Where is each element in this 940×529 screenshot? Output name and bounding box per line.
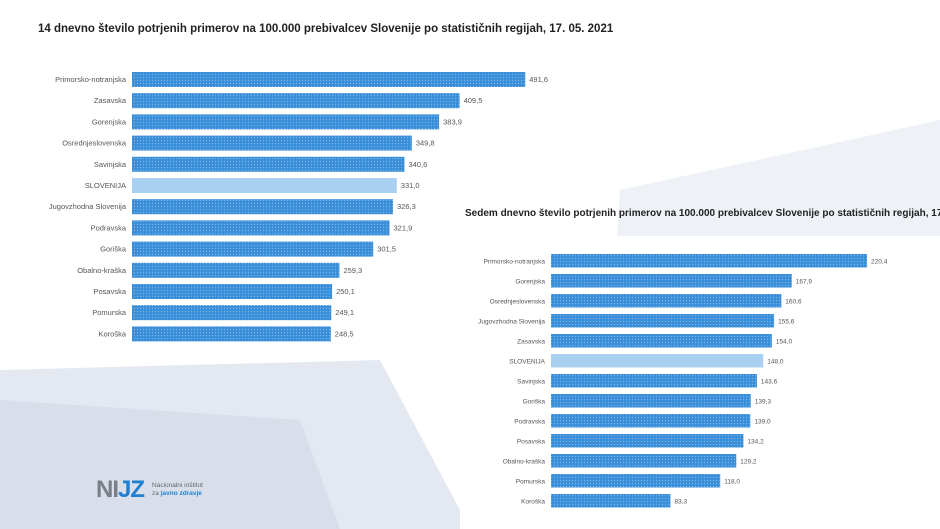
value-label: 160,6 [785, 298, 802, 305]
bar [132, 326, 331, 342]
category-label: Obalno-kraška [77, 266, 127, 275]
bar [551, 414, 751, 428]
bar-highlight [551, 354, 764, 368]
chart1-panel: Primorsko-notranjska 491,6 Zasavska 409,5 Go… [40, 55, 580, 345]
bar [132, 72, 526, 87]
value-label: 154,0 [776, 338, 793, 345]
category-label: Primorsko-notranjska [55, 75, 127, 84]
bar [132, 93, 460, 109]
value-label: 134,2 [747, 438, 764, 445]
value-label: 167,9 [796, 278, 813, 285]
bar [132, 135, 412, 151]
category-label: Goriška [523, 398, 546, 405]
bar [132, 156, 405, 172]
bar [132, 241, 374, 257]
category-label: Podravska [514, 418, 545, 425]
bar [551, 434, 744, 448]
category-label: Primorsko-notranjska [484, 258, 546, 265]
value-label: 148,0 [767, 358, 784, 365]
category-label: SLOVENIJA [85, 181, 126, 190]
bar [551, 494, 671, 508]
bar [551, 474, 721, 488]
category-label: Obalno-kraška [503, 458, 546, 465]
bar [551, 394, 751, 408]
category-label: Savinjska [94, 160, 127, 169]
category-label: Osrednjeslovenska [490, 298, 546, 305]
category-label: Zasavska [94, 96, 127, 105]
bar [132, 114, 440, 130]
category-label: Pomurska [516, 478, 546, 485]
bar [132, 199, 394, 215]
nijz-logo: NIJZ Nacionalni inštitut za javno zdravj… [96, 476, 203, 504]
value-label: 220,4 [871, 258, 888, 265]
value-label: 331,0 [401, 181, 420, 190]
bar [132, 305, 332, 321]
value-label: 321,9 [394, 223, 413, 232]
value-label: 259,3 [343, 266, 362, 275]
bar [551, 454, 737, 468]
value-label: 349,8 [416, 139, 435, 148]
bar [551, 274, 792, 288]
category-label: Posavska [517, 438, 546, 445]
bar-highlight [132, 178, 397, 193]
bar [551, 334, 772, 348]
bar [551, 254, 868, 268]
chart2-plot: Primorsko-notranjska 220,4 Gorenjska 167,9 O… [478, 254, 888, 508]
value-label: 139,0 [754, 418, 771, 425]
bar [551, 374, 757, 388]
category-label: Savinjska [517, 378, 545, 385]
category-label: Koroška [521, 498, 545, 505]
value-label: 155,6 [778, 318, 795, 325]
bar [132, 262, 340, 278]
value-label: 340,6 [408, 160, 427, 169]
value-label: 250,1 [336, 287, 355, 296]
value-label: 249,1 [335, 308, 354, 317]
value-label: 118,0 [724, 478, 740, 485]
category-label: Koroška [98, 329, 126, 338]
value-label: 409,5 [464, 96, 483, 105]
category-label: Jugovzhodna Slovenija [49, 202, 127, 211]
value-label: 301,5 [377, 245, 396, 254]
bar [551, 294, 782, 308]
category-label: Osrednjeslovenska [62, 139, 127, 148]
bar [132, 220, 390, 236]
category-label: Gorenjska [92, 117, 127, 126]
value-label: 129,2 [740, 458, 757, 465]
bar [132, 284, 333, 299]
chart2-title: Sedem dnevno število potrjenih primerov … [465, 208, 940, 219]
chart2-panel: Primorsko-notranjska 220,4 Gorenjska 167,9 O… [460, 236, 940, 529]
value-label: 83,3 [674, 498, 687, 505]
logo-text: Nacionalni inštitut za javno zdravje [152, 482, 203, 497]
category-label: Pomurska [92, 308, 127, 317]
value-label: 143,6 [761, 378, 778, 385]
category-label: Gorenjska [515, 278, 545, 285]
value-label: 248,5 [335, 329, 354, 338]
bar [551, 314, 775, 328]
value-label: 326,3 [397, 202, 416, 211]
value-label: 491,6 [529, 75, 548, 84]
logo-mark: NIJZ [96, 476, 145, 503]
chart1-title: 14 dnevno število potrjenih primerov na … [38, 23, 614, 35]
category-label: Posavska [93, 287, 126, 296]
category-label: Goriška [100, 245, 127, 254]
category-label: SLOVENIJA [509, 358, 545, 365]
value-label: 383,9 [443, 117, 462, 126]
value-label: 139,3 [755, 398, 772, 405]
category-label: Podravska [91, 223, 127, 232]
category-label: Zasavska [517, 338, 545, 345]
chart1-plot: Primorsko-notranjska 491,6 Zasavska 409,5 Go… [49, 72, 548, 342]
category-label: Jugovzhodna Slovenija [478, 318, 545, 325]
